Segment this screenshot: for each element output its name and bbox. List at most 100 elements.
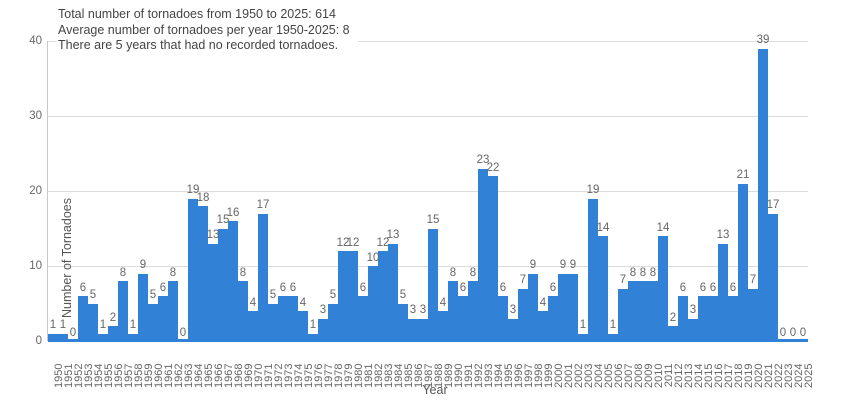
bar [418, 318, 428, 341]
bar [448, 281, 458, 341]
bar-value-label: 2 [669, 311, 677, 324]
bar [308, 333, 318, 341]
bar [758, 48, 768, 341]
bar-value-label: 3 [689, 304, 697, 316]
bar-value-label: 8 [239, 266, 247, 279]
bar-value-label: 15 [216, 214, 230, 226]
y-tick-label: 10 [29, 260, 42, 272]
bar-value-label: 12 [376, 236, 390, 249]
bar [718, 243, 728, 341]
bar [668, 326, 678, 341]
bar [708, 296, 718, 341]
bar [88, 303, 98, 341]
bar-value-label: 0 [69, 326, 77, 339]
bar-value-label: 3 [319, 304, 327, 316]
bar-value-label: 14 [656, 221, 670, 234]
bar [598, 236, 608, 341]
bar [658, 236, 668, 341]
bar [138, 273, 148, 341]
bar-value-label: 6 [359, 281, 367, 294]
bar [198, 206, 208, 341]
bar [338, 251, 348, 341]
bar-value-label: 6 [699, 281, 707, 294]
annotation-line-average: Average number of tornadoes per year 195… [58, 22, 350, 37]
bar [488, 176, 498, 341]
bar [568, 273, 578, 341]
bar [578, 333, 588, 341]
bar-value-label: 7 [749, 274, 757, 286]
bar-value-label: 9 [139, 259, 147, 271]
y-tick-label: 0 [35, 335, 42, 347]
annotation-box: Total number of tornadoes from 1950 to 2… [57, 6, 358, 56]
bar-value-label: 0 [799, 326, 807, 339]
gridline [48, 115, 808, 117]
bar [208, 243, 218, 341]
bar-value-label: 14 [596, 221, 610, 234]
bar [48, 333, 58, 341]
bar-value-label: 6 [289, 281, 297, 294]
bar-value-label: 8 [639, 266, 647, 279]
bar [608, 333, 618, 341]
bar [688, 318, 698, 341]
annotation-line-total: Total number of tornadoes from 1950 to 2… [58, 7, 336, 21]
bar [378, 251, 388, 341]
bar [408, 318, 418, 341]
bar-value-label: 13 [716, 229, 730, 241]
bar [728, 296, 738, 341]
bar [628, 281, 638, 341]
bar-value-label: 13 [206, 229, 220, 241]
bar-value-label: 1 [99, 319, 107, 331]
bar-value-label: 6 [499, 281, 507, 294]
bar [78, 296, 88, 341]
bar [58, 333, 68, 341]
bar-value-label: 7 [619, 274, 627, 286]
bar-value-label: 0 [789, 326, 797, 339]
bar [588, 198, 598, 341]
bar-value-label: 10 [366, 251, 380, 264]
bar-value-label: 1 [579, 319, 587, 331]
bar-value-label: 6 [679, 281, 687, 294]
bar-value-label: 3 [409, 304, 417, 316]
bar-value-label: 17 [256, 199, 270, 211]
bar [738, 183, 748, 341]
bar-value-label: 3 [509, 304, 517, 316]
bar [248, 311, 258, 341]
bar [698, 296, 708, 341]
annotation-line-zero-years: There are 5 years that had no recorded t… [58, 38, 339, 52]
bar [358, 296, 368, 341]
bar-value-label: 9 [559, 259, 567, 271]
bar [268, 303, 278, 341]
bar [478, 168, 488, 341]
bar-value-label: 15 [426, 214, 440, 226]
bar-value-label: 1 [129, 319, 137, 331]
bar [518, 288, 528, 341]
bar-value-label: 5 [89, 289, 97, 301]
bar [218, 228, 228, 341]
bar-value-label: 8 [469, 266, 477, 279]
bar [508, 318, 518, 341]
bar [348, 251, 358, 341]
gridline [48, 40, 808, 42]
bar [678, 296, 688, 341]
bar [438, 311, 448, 341]
bar [638, 281, 648, 341]
bar [388, 243, 398, 341]
gridline [48, 190, 808, 192]
bar-value-label: 21 [736, 169, 750, 181]
bar [238, 281, 248, 341]
bar [368, 266, 378, 341]
bar-value-label: 5 [399, 289, 407, 301]
bar-value-label: 8 [119, 266, 127, 279]
x-tick-label: 2025 [803, 363, 816, 388]
bar [128, 333, 138, 341]
y-tick-label: 30 [29, 110, 42, 122]
bar-value-label: 22 [486, 161, 500, 174]
bar-value-label: 4 [249, 296, 257, 309]
bar [768, 213, 778, 341]
bar [228, 221, 238, 341]
bar [748, 288, 758, 341]
bar-value-label: 5 [269, 289, 277, 301]
bar [298, 311, 308, 341]
